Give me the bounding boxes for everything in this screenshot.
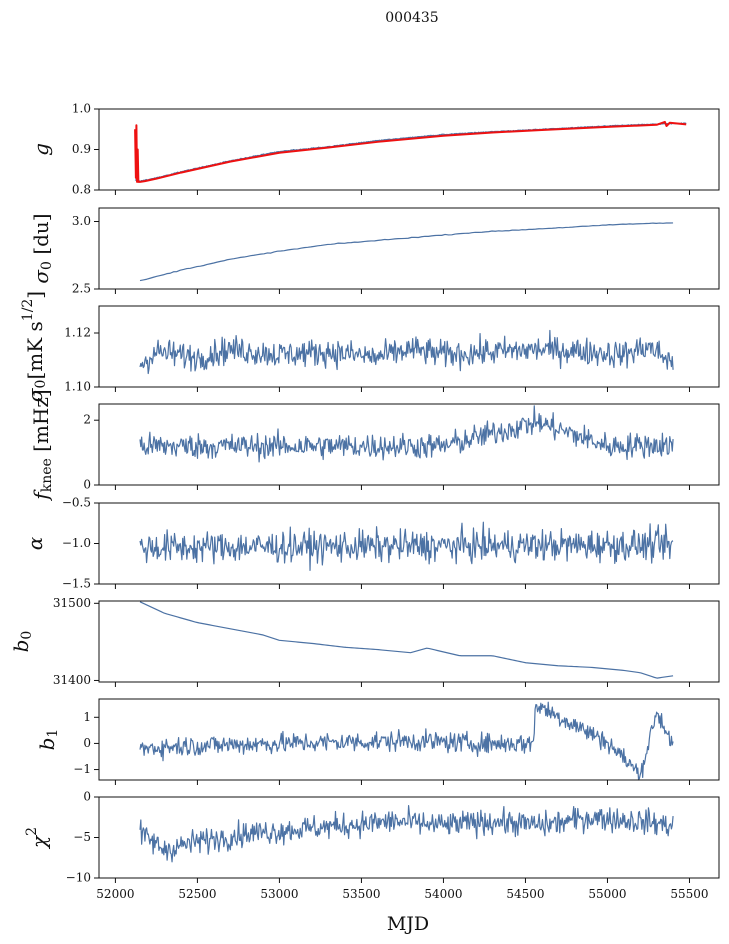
y-tick-label: 2 <box>83 413 91 427</box>
series-line-g-red- <box>134 120 687 183</box>
y-tick-label: −5 <box>73 830 91 844</box>
y-tick-label: 1.12 <box>64 326 91 340</box>
y-axis-label: fknee [mHz] <box>29 389 56 501</box>
plot-frame <box>98 305 720 388</box>
y-axis-label: σ0 [du] <box>29 213 56 283</box>
y-tick-label: 31500 <box>53 596 91 610</box>
x-tick-label: 54000 <box>424 887 462 901</box>
panel-6: 31400 31500 b0 <box>9 596 720 687</box>
y-tick-label: 0 <box>83 478 91 492</box>
x-tick-label: 52000 <box>96 887 134 901</box>
y-tick-label: −0.5 <box>62 496 91 510</box>
panel-7: −1 0 1 b1 <box>35 698 720 785</box>
panel-1: 0.8 0.9 1.0 g <box>29 102 720 197</box>
x-tick-label: 55500 <box>670 887 708 901</box>
series-line-chi2 <box>139 805 674 863</box>
panel-4: 0 2 fknee [mHz] <box>29 389 720 502</box>
plot-frame <box>98 207 720 290</box>
y-axis-label: σ0[mK s1/2] <box>20 291 49 402</box>
y-tick-label: −1 <box>73 762 91 776</box>
y-axis-label: b1 <box>35 729 62 751</box>
y-tick-label: 1.10 <box>64 380 91 394</box>
x-tick-label: 54500 <box>506 887 544 901</box>
y-axis-label: χ2 <box>24 827 51 850</box>
panel-8: −10 −5 0 52000 52500 53000 53500 54000 54500 5500… <box>24 790 720 901</box>
x-tick-label: 55000 <box>588 887 626 901</box>
x-tick-label: 52500 <box>178 887 216 901</box>
panel-2: 2.5 3.0 σ0 [du] <box>29 207 720 296</box>
x-axis-label: MJD <box>387 913 429 935</box>
panel-3: 1.10 1.12 σ0[mK s1/2] <box>20 291 720 402</box>
y-axis-label: b0 <box>9 631 36 653</box>
y-tick-label: 0 <box>83 736 91 750</box>
y-axis-label: α <box>23 536 47 550</box>
y-tick-label: −1.0 <box>62 536 91 550</box>
x-tick-label: 53000 <box>260 887 298 901</box>
y-tick-label: 2.5 <box>72 282 91 296</box>
series-line-sigma0 <box>139 222 674 282</box>
panel-5: −1.5 −1.0 −0.5 α <box>23 496 720 591</box>
y-tick-label: −10 <box>66 871 91 885</box>
plot-frame <box>98 600 720 683</box>
y-tick-label: 1 <box>83 710 91 724</box>
y-tick-label: 1.0 <box>72 102 91 116</box>
series-line-g <box>134 122 687 182</box>
y-tick-label: −1.5 <box>62 577 91 591</box>
y-tick-label: 0.8 <box>72 183 91 197</box>
plot-frame <box>98 108 720 191</box>
y-tick-label: 0 <box>83 790 91 804</box>
series-line-sigma0-mk <box>139 329 674 375</box>
y-axis-label: g <box>29 143 53 156</box>
series-line-b1 <box>139 701 674 781</box>
x-tick-label: 53500 <box>342 887 380 901</box>
plot-frame <box>98 403 720 486</box>
series-line-fknee <box>139 405 674 463</box>
series-line-b0 <box>139 601 674 679</box>
y-tick-label: 0.9 <box>72 142 91 156</box>
series-line-alpha <box>139 521 674 571</box>
y-tick-label: 31400 <box>53 673 91 687</box>
y-tick-label: 3.0 <box>72 214 91 228</box>
plot-frame <box>98 698 720 781</box>
figure-title: 000435 <box>385 10 438 26</box>
